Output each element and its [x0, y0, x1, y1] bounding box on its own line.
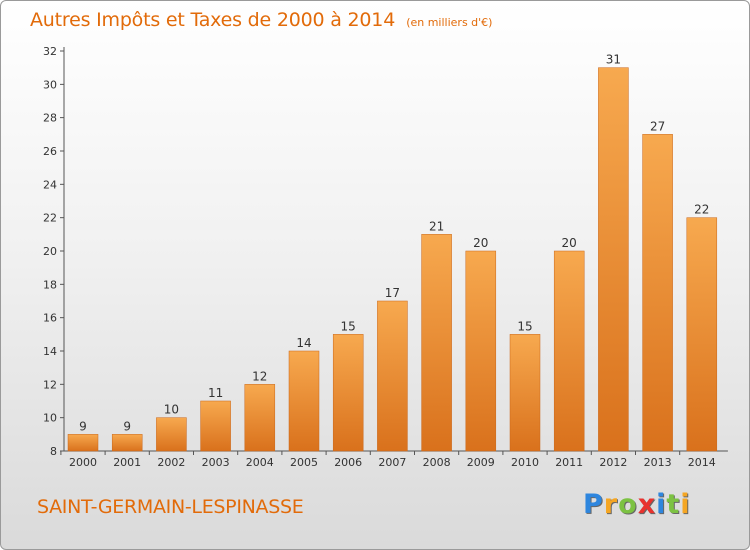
x-tick-label: 2006 — [334, 456, 362, 469]
y-tick-label: 30 — [43, 78, 57, 91]
chart-title: Autres Impôts et Taxes de 2000 à 2014 — [30, 9, 396, 31]
data-label: 20 — [473, 236, 488, 250]
x-tick-label: 2005 — [290, 456, 318, 469]
y-tick-label: 32 — [43, 45, 57, 58]
y-tick-label: 28 — [43, 112, 57, 125]
data-label: 11 — [208, 386, 223, 400]
y-tick-label: 8 — [50, 445, 57, 458]
data-label: 20 — [562, 236, 577, 250]
data-label: 14 — [296, 336, 311, 350]
data-label: 22 — [694, 203, 709, 217]
chart-subtitle: (en milliers d'€) — [406, 16, 493, 29]
bar — [377, 300, 408, 452]
x-tick-label: 2000 — [69, 456, 97, 469]
commune-name: SAINT-GERMAIN-LESPINASSE — [37, 496, 304, 518]
logo-letter: r — [603, 489, 619, 520]
x-tick-label: 2008 — [423, 456, 451, 469]
bar — [465, 250, 497, 452]
y-tick-label: 10 — [43, 412, 57, 425]
x-tick-label: 2007 — [378, 456, 406, 469]
bar — [509, 334, 541, 452]
data-label: 9 — [79, 419, 87, 433]
data-label: 27 — [650, 119, 665, 133]
logo-letter: t — [666, 489, 681, 520]
x-tick-label: 2011 — [555, 456, 583, 469]
y-tick-label: 18 — [43, 278, 57, 291]
data-label: 10 — [164, 403, 179, 417]
logo-letter: x — [637, 489, 657, 520]
logo-letter: i — [656, 489, 667, 520]
y-tick-label: 24 — [43, 178, 57, 191]
x-tick-label: 2001 — [113, 456, 141, 469]
data-label: 9 — [123, 419, 131, 433]
bar — [553, 250, 585, 452]
bar — [642, 134, 673, 452]
bar — [421, 234, 452, 452]
logo-letter: o — [618, 489, 638, 520]
data-label: 31 — [606, 53, 621, 67]
bar — [200, 400, 231, 452]
y-tick-label: 14 — [43, 345, 57, 358]
bar — [686, 217, 718, 452]
data-label: 21 — [429, 219, 444, 233]
x-tick-label: 2010 — [511, 456, 539, 469]
bar — [288, 350, 320, 452]
x-tick-label: 2014 — [688, 456, 716, 469]
x-tick-label: 2012 — [599, 456, 627, 469]
x-tick-label: 2013 — [644, 456, 672, 469]
bar — [244, 384, 276, 452]
bar — [67, 434, 99, 452]
bar — [598, 67, 629, 452]
y-tick-label: 26 — [43, 145, 57, 158]
x-tick-label: 2004 — [246, 456, 274, 469]
chart-data-labels: 9 9 10 11 12 14 15 17 21 20 15 20 31 27 22 — [79, 53, 709, 434]
data-label: 12 — [252, 369, 267, 383]
x-tick-label: 2002 — [157, 456, 185, 469]
data-label: 17 — [385, 286, 400, 300]
x-tick-label: 2003 — [202, 456, 230, 469]
chart-title-row: Autres Impôts et Taxes de 2000 à 2014 (e… — [30, 9, 492, 31]
logo-letter: i — [680, 489, 691, 520]
logo-letter: P — [583, 489, 604, 520]
y-tick-label: 12 — [43, 378, 57, 391]
data-label: 15 — [341, 319, 356, 333]
y-tick-label: 22 — [43, 212, 57, 225]
bar — [156, 417, 187, 452]
data-label: 15 — [517, 319, 532, 333]
x-tick-label: 2009 — [467, 456, 495, 469]
y-tick-label: 16 — [43, 312, 57, 325]
chart-bars — [67, 67, 718, 452]
bar — [332, 334, 364, 452]
bar — [111, 434, 143, 452]
y-tick-label: 20 — [43, 245, 57, 258]
proxiti-logo: Proxiti — [583, 489, 691, 520]
